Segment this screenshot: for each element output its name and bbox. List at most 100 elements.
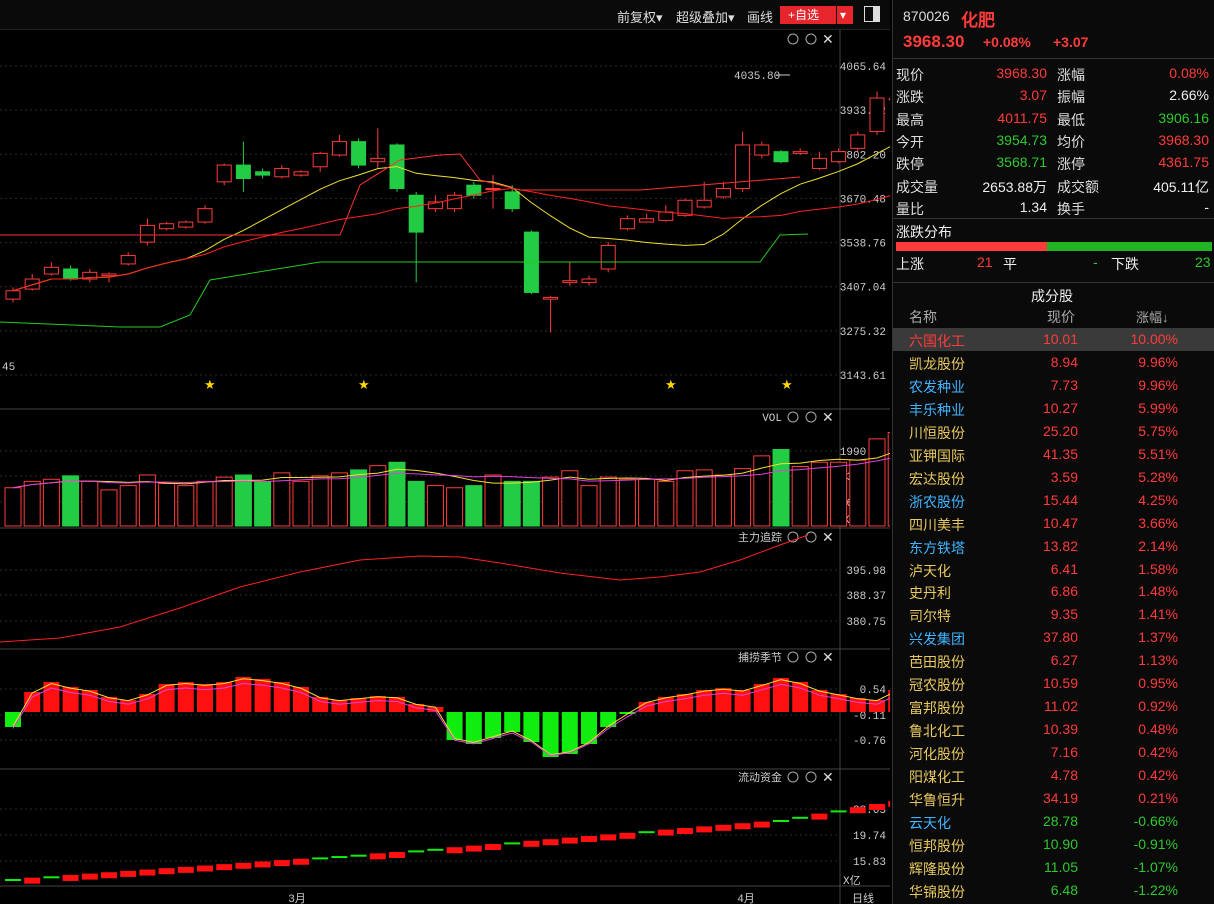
stock-row[interactable]: 宏达股份 3.59 5.28%	[893, 466, 1214, 489]
flow-panel-title: 流动资金	[738, 770, 782, 785]
stock-row[interactable]: 富邦股份 11.02 0.92%	[893, 695, 1214, 718]
period-label[interactable]: 日线	[852, 891, 874, 904]
stock-row[interactable]: 华锦股份 6.48 -1.22%	[893, 879, 1214, 902]
candle-body	[658, 211, 674, 221]
season-bar	[427, 707, 444, 712]
stock-row[interactable]: 鲁北化工 10.39 0.48%	[893, 718, 1214, 741]
settings-icon[interactable]	[787, 771, 799, 783]
help-icon[interactable]	[805, 531, 817, 543]
stock-row[interactable]: 芭田股份 6.27 1.13%	[893, 649, 1214, 672]
stock-name: 化肥	[961, 11, 995, 30]
stock-row[interactable]: 四川美丰 10.47 3.66%	[893, 512, 1214, 535]
volume-bar	[446, 487, 464, 527]
season-bar	[869, 700, 885, 712]
settings-icon[interactable]	[787, 531, 799, 543]
settings-icon[interactable]	[787, 411, 799, 423]
col-pct-header[interactable]: 涨幅↓	[1136, 310, 1169, 325]
add-favorite-arrow-button[interactable]: ▾	[837, 6, 853, 24]
add-favorite-button[interactable]: +自选	[780, 6, 836, 24]
stock-row[interactable]: 东方铁塔 13.82 2.14%	[893, 535, 1214, 558]
stock-row[interactable]: 河化股份 7.16 0.42%	[893, 741, 1214, 764]
season-bar	[504, 712, 521, 732]
flow-bar	[715, 824, 732, 831]
close-icon[interactable]: ✕	[822, 529, 834, 545]
stock-row-pct: 0.21%	[1138, 790, 1178, 806]
stock-row[interactable]: 兴发集团 37.80 1.37%	[893, 626, 1214, 649]
stock-row[interactable]: 史丹利 6.86 1.48%	[893, 580, 1214, 603]
dist-title: 涨跌分布	[896, 224, 952, 240]
candle-body	[562, 280, 578, 283]
stock-row[interactable]: 华鲁恒升 34.19 0.21%	[893, 787, 1214, 810]
stock-row[interactable]: 司尔特 9.35 1.41%	[893, 603, 1214, 626]
stock-row[interactable]: 农发种业 7.73 9.96%	[893, 374, 1214, 397]
flow-bar	[600, 834, 617, 841]
draw-line-button[interactable]: 画线	[747, 10, 774, 25]
flow-bar	[427, 848, 444, 851]
volume-bar	[542, 476, 560, 527]
stock-row-pct: 5.28%	[1138, 468, 1178, 485]
close-icon[interactable]: ✕	[822, 649, 834, 665]
stock-row[interactable]: 凯龙股份 8.94 9.96%	[893, 351, 1214, 374]
stock-row[interactable]: 川恒股份 25.20 5.75%	[893, 420, 1214, 443]
help-icon[interactable]	[805, 771, 817, 783]
panel-toggle-icon[interactable]	[864, 6, 880, 22]
stock-row[interactable]: 辉隆股份 11.05 -1.07%	[893, 856, 1214, 879]
stock-row-price: 6.27	[1050, 652, 1078, 669]
stock-row-name: 凯龙股份	[909, 355, 965, 372]
stock-row[interactable]: 六国化工 10.01 10.00%	[893, 328, 1214, 351]
zl-tick: 395.98	[846, 566, 886, 578]
col-name-header[interactable]: 名称	[909, 309, 937, 325]
flow-bar	[619, 832, 636, 839]
season-bar	[369, 696, 386, 712]
col-price-header[interactable]: 现价	[1047, 309, 1075, 325]
flow-bar	[101, 872, 117, 879]
stock-row[interactable]: 泸天化 6.41 1.58%	[893, 558, 1214, 581]
constituents-title: 成分股	[1031, 288, 1073, 304]
stock-row[interactable]: 丰乐种业 10.27 5.99%	[893, 397, 1214, 420]
stock-row-name: 恒邦股份	[909, 837, 965, 854]
star-marker: ★	[665, 377, 677, 392]
stock-row-price: 10.27	[1042, 399, 1078, 416]
overlay-dropdown[interactable]: 超级叠加▾	[676, 10, 735, 25]
candle-body	[351, 141, 367, 166]
price-tick: 3275.32	[840, 327, 886, 339]
stock-row-name: 浙农股份	[909, 493, 965, 510]
candle-body	[773, 151, 789, 163]
volume-bar	[81, 480, 99, 527]
volume-bar	[465, 485, 483, 527]
season-line-b	[12, 682, 890, 757]
help-icon[interactable]	[805, 411, 817, 423]
season-bar	[101, 697, 117, 712]
quote-label: 振幅	[1057, 89, 1085, 106]
vol-panel-title: VOL	[762, 413, 782, 425]
stock-row-price: 10.90	[1042, 835, 1078, 852]
stock-row-pct: 0.48%	[1138, 721, 1178, 738]
season-bar	[197, 684, 213, 712]
stock-row[interactable]: 恒邦股份 10.90 -0.91%	[893, 833, 1214, 856]
stock-row[interactable]: 云天化 28.78 -0.66%	[893, 810, 1214, 833]
kline-chart[interactable]: 4065.643933.923802.203670.483538.763407.…	[0, 30, 890, 904]
help-icon[interactable]	[805, 651, 817, 663]
season-tick: -0.76	[853, 736, 886, 748]
stock-row[interactable]: 亚钾国际 41.35 5.51%	[893, 443, 1214, 466]
volume-bar	[426, 485, 444, 527]
stock-row-pct: -0.91%	[1133, 835, 1178, 852]
stock-row-pct: 5.99%	[1138, 399, 1178, 416]
stock-row-price: 37.80	[1042, 629, 1078, 646]
up-count: 21	[977, 254, 993, 270]
close-icon[interactable]: ✕	[822, 409, 834, 425]
price-tick: 4065.64	[840, 62, 887, 74]
quote-value: 4361.75	[1158, 154, 1209, 171]
stock-row[interactable]: 浙农股份 15.44 4.25%	[893, 489, 1214, 512]
close-icon[interactable]: ✕	[822, 769, 834, 785]
stock-row-price: 25.20	[1042, 422, 1078, 439]
settings-icon[interactable]	[787, 651, 799, 663]
change-amount: +3.07	[1053, 34, 1089, 50]
stock-row[interactable]: 冠农股份 10.59 0.95%	[893, 672, 1214, 695]
stock-row-name: 冠农股份	[909, 677, 965, 694]
fuquan-dropdown[interactable]: 前复权▾	[617, 10, 663, 25]
stock-row[interactable]: 阳煤化工 4.78 0.42%	[893, 764, 1214, 787]
stock-row-pct: 1.58%	[1138, 560, 1178, 577]
quote-value: 3.07	[1019, 87, 1047, 104]
stock-row-pct: 9.96%	[1138, 353, 1178, 370]
